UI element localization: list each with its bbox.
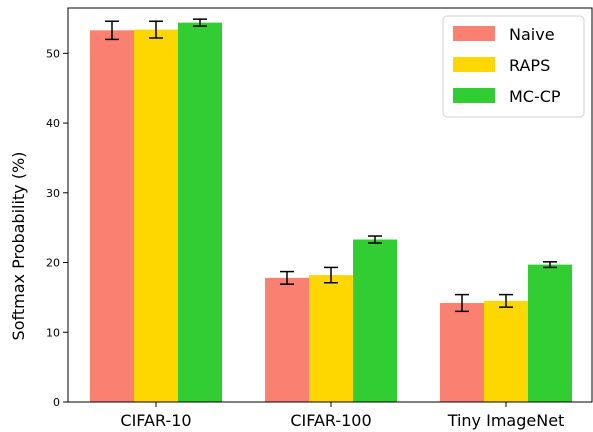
axes-layer: CIFAR-10 CIFAR-100 Tiny ImageNet 0 10 20 30 40 5… — [46, 7, 593, 430]
error-bar — [193, 18, 207, 27]
legend-swatch — [453, 57, 495, 72]
error-bar — [324, 266, 338, 284]
bar-raps-tiny-imagenet — [484, 300, 528, 402]
y-tick-label: 30 — [46, 187, 60, 200]
x-tick-label: CIFAR-100 — [290, 411, 371, 430]
plot-frame — [67, 7, 593, 403]
bar-mc-cp-cifar-100 — [353, 239, 397, 402]
error-bar — [149, 20, 163, 39]
legend-label: RAPS — [509, 56, 550, 75]
x-tick-label: Tiny ImageNet — [447, 411, 565, 430]
error-bar — [105, 20, 119, 41]
y-tick-label: 40 — [46, 117, 60, 130]
error-bar — [280, 270, 294, 285]
error-bar — [368, 235, 382, 244]
error-bars-layer — [105, 18, 557, 313]
bar-raps-cifar-100 — [309, 275, 353, 402]
bar-naive-cifar-10 — [90, 30, 134, 403]
y-axis-label: Softmax Probability (%) — [9, 152, 28, 341]
legend-swatch — [453, 26, 495, 41]
legend: Naive RAPS MC-CP — [442, 15, 585, 118]
error-bar — [455, 293, 469, 313]
bar-mc-cp-tiny-imagenet — [528, 264, 572, 402]
y-tick-label: 50 — [46, 47, 60, 60]
bar-naive-tiny-imagenet — [440, 302, 484, 402]
legend-label: Naive — [509, 25, 555, 44]
error-bar — [543, 261, 557, 269]
bars-layer — [90, 22, 572, 403]
legend-swatch — [453, 88, 495, 103]
bar-raps-cifar-10 — [134, 29, 178, 402]
bar-mc-cp-cifar-10 — [178, 22, 222, 402]
legend-label: MC-CP — [509, 87, 561, 106]
error-bar — [499, 293, 513, 308]
x-tick-label: CIFAR-10 — [120, 411, 191, 430]
y-tick-label: 0 — [53, 396, 60, 409]
y-tick-label: 20 — [46, 257, 60, 270]
y-tick-label: 10 — [46, 326, 60, 339]
bar-naive-cifar-100 — [265, 277, 309, 402]
